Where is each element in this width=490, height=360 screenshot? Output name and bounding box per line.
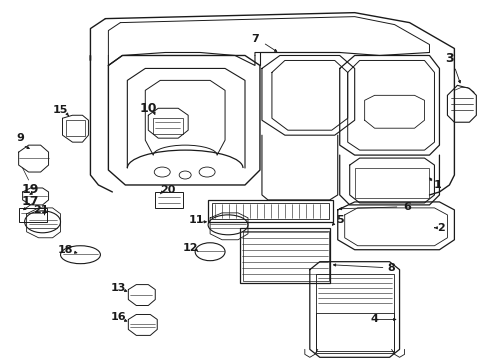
Text: 15: 15 — [53, 105, 68, 115]
Text: 19: 19 — [22, 184, 39, 197]
Text: 4: 4 — [371, 314, 379, 324]
Text: 10: 10 — [140, 102, 157, 115]
Text: 2: 2 — [438, 223, 445, 233]
Text: 12: 12 — [182, 243, 198, 253]
Bar — [153, 118, 183, 134]
Text: 3: 3 — [445, 52, 454, 65]
Bar — [240, 228, 330, 283]
Text: 1: 1 — [434, 180, 441, 190]
Bar — [316, 274, 393, 353]
Text: 16: 16 — [111, 312, 126, 323]
Text: 11: 11 — [188, 215, 204, 225]
Text: 21: 21 — [33, 205, 49, 215]
Bar — [208, 200, 333, 222]
Bar — [66, 120, 85, 136]
Bar — [243, 231, 329, 280]
Text: 18: 18 — [58, 245, 74, 255]
Text: 20: 20 — [161, 185, 176, 195]
Text: 13: 13 — [111, 283, 126, 293]
Text: 7: 7 — [251, 33, 259, 44]
Bar — [212, 203, 329, 219]
Text: 5: 5 — [336, 215, 343, 225]
Text: 8: 8 — [388, 263, 395, 273]
Bar — [19, 208, 47, 222]
Bar — [155, 192, 183, 208]
Bar — [355, 168, 429, 198]
Text: 6: 6 — [404, 202, 412, 212]
Text: 17: 17 — [22, 195, 39, 208]
Bar — [316, 314, 393, 351]
Text: 9: 9 — [17, 133, 24, 143]
